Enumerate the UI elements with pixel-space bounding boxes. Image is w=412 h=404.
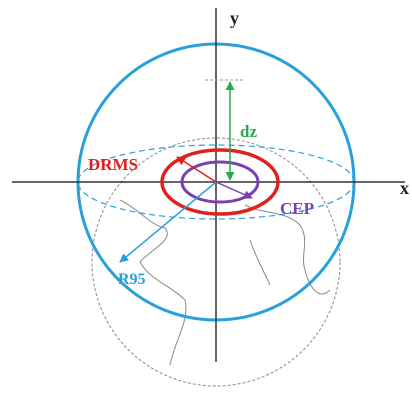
- r95-label: R95: [118, 271, 146, 288]
- dz-label: dz: [240, 122, 257, 141]
- drms-ellipse: [160, 148, 280, 216]
- cep-ellipse: [180, 160, 260, 204]
- drms-label: DRMS: [88, 155, 138, 174]
- y-axis-label: y: [230, 8, 239, 28]
- cep-label: CEP: [280, 199, 314, 218]
- r95-arrow: [119, 181, 217, 263]
- cep-arrow: [215, 181, 253, 199]
- drms-arrow: [176, 156, 217, 183]
- globe: [91, 137, 341, 387]
- x-axis-label: x: [400, 178, 409, 198]
